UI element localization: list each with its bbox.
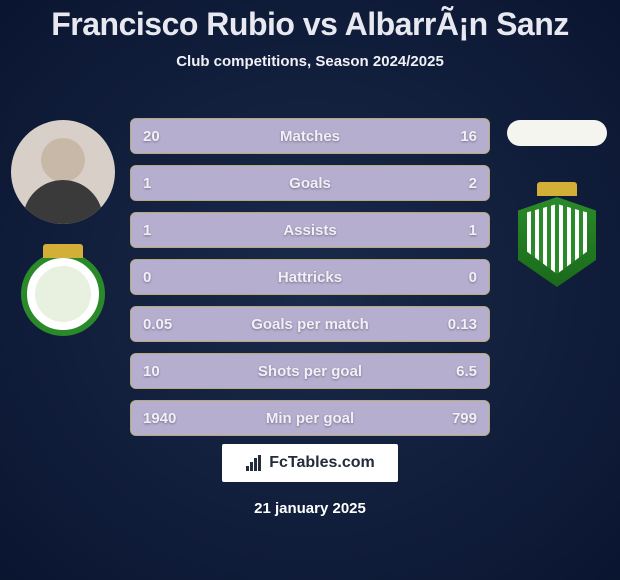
stat-label: Assists (131, 222, 489, 239)
player1-avatar (11, 120, 115, 224)
stat-p2-value: 1 (469, 222, 477, 239)
page-title: Francisco Rubio vs AlbarrÃ¡n Sanz (0, 0, 620, 43)
stat-row: 10Shots per goal6.5 (130, 353, 490, 389)
player2-column (502, 120, 612, 292)
stat-p2-value: 0 (469, 269, 477, 286)
stat-row: 20Matches16 (130, 118, 490, 154)
stat-row: 1Goals2 (130, 165, 490, 201)
stat-p2-value: 6.5 (456, 363, 477, 380)
stat-p2-value: 2 (469, 175, 477, 192)
fctables-logo-icon (245, 454, 263, 472)
stat-row: 1940Min per goal799 (130, 400, 490, 436)
player2-club-badge (513, 192, 601, 292)
brand-label: FcTables.com (269, 454, 375, 472)
stat-label: Goals per match (131, 316, 489, 333)
stat-label: Hattricks (131, 269, 489, 286)
stat-row: 1Assists1 (130, 212, 490, 248)
stat-label: Goals (131, 175, 489, 192)
stats-container: 20Matches161Goals21Assists10Hattricks00.… (130, 118, 490, 436)
brand-badge[interactable]: FcTables.com (222, 444, 398, 482)
player2-avatar-placeholder (507, 120, 607, 146)
player1-column (8, 120, 118, 336)
stat-row: 0.05Goals per match0.13 (130, 306, 490, 342)
stat-label: Min per goal (131, 410, 489, 427)
stat-label: Matches (131, 128, 489, 145)
stat-row: 0Hattricks0 (130, 259, 490, 295)
stat-p2-value: 799 (452, 410, 477, 427)
stat-label: Shots per goal (131, 363, 489, 380)
stat-p2-value: 0.13 (448, 316, 477, 333)
stat-p2-value: 16 (460, 128, 477, 145)
subtitle: Club competitions, Season 2024/2025 (0, 53, 620, 70)
player1-club-badge (21, 252, 105, 336)
date-label: 21 january 2025 (0, 500, 620, 517)
